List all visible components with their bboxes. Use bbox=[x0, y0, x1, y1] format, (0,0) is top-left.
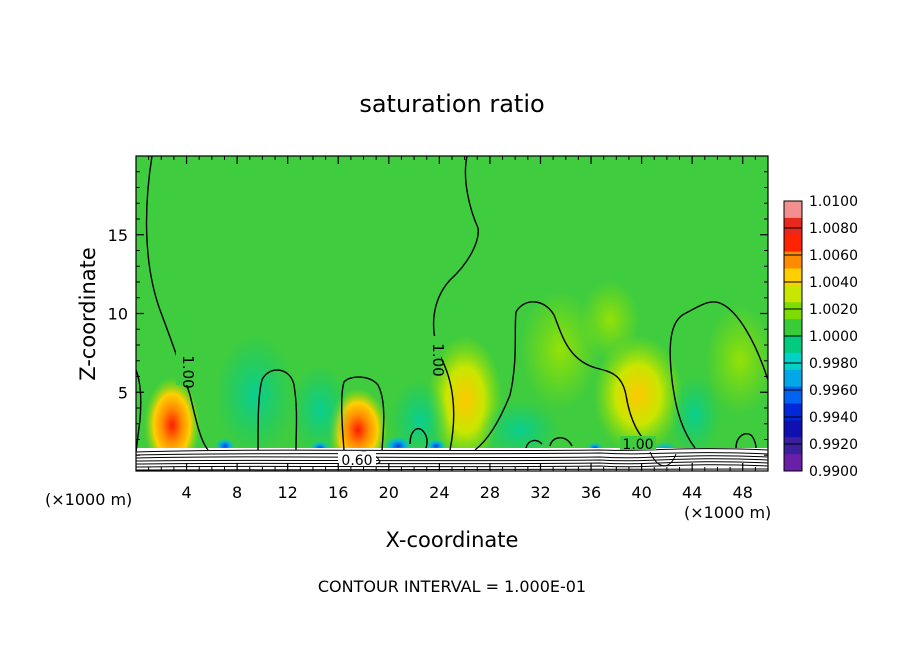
contour-label-group: 1.00 1.00 1.00 0.60 bbox=[176, 336, 656, 469]
x-tick-label: 12 bbox=[278, 483, 298, 502]
colorbar-swatch bbox=[784, 302, 802, 320]
colorbar-label: 0.9940 bbox=[809, 410, 858, 426]
x-axis-label: X-coordinate bbox=[386, 528, 519, 552]
colorbar-swatch bbox=[784, 454, 802, 472]
chart-title: saturation ratio bbox=[359, 90, 544, 118]
y-axis-unit: (×1000 m) bbox=[45, 490, 132, 509]
x-tick-label: 48 bbox=[733, 483, 753, 502]
x-tick-label: 4 bbox=[181, 483, 191, 502]
colorbar-label: 0.9900 bbox=[809, 464, 858, 480]
colorbar-swatch bbox=[784, 251, 802, 269]
field-anomalies bbox=[144, 280, 768, 471]
y-axis-label: Z-coordinate bbox=[76, 247, 100, 381]
x-tick-label: 36 bbox=[581, 483, 601, 502]
x-tick-label: 32 bbox=[530, 483, 550, 502]
colorbar-swatch bbox=[784, 437, 802, 455]
x-tick-label: 28 bbox=[480, 483, 500, 502]
contour-label: 1.00 bbox=[429, 343, 447, 376]
colorbar-label: 0.9960 bbox=[809, 383, 858, 399]
colorbar-label: 0.9980 bbox=[809, 356, 858, 372]
y-tick-label: 10 bbox=[108, 305, 128, 324]
colorbar-swatch bbox=[784, 319, 802, 337]
colorbar-label: 1.0020 bbox=[809, 302, 858, 318]
colorbar-swatch bbox=[784, 234, 802, 253]
contour-label: 1.00 bbox=[179, 355, 197, 388]
colorbar-swatch bbox=[784, 403, 802, 421]
y-axis: 5 10 15 bbox=[108, 171, 768, 456]
contour-label: 1.00 bbox=[622, 437, 653, 453]
colorbar-swatch bbox=[784, 201, 802, 219]
y-tick-label: 15 bbox=[108, 226, 128, 245]
colorbar-label: 1.0100 bbox=[809, 194, 858, 210]
colorbar-swatch bbox=[784, 369, 802, 388]
x-axis-unit: (×1000 m) bbox=[684, 503, 771, 522]
contour-label: 0.60 bbox=[341, 453, 372, 469]
colorbar-swatch bbox=[784, 217, 802, 236]
x-tick-label: 16 bbox=[328, 483, 348, 502]
colorbar-label: 1.0060 bbox=[809, 248, 858, 264]
y-tick-label: 5 bbox=[118, 383, 128, 402]
colorbar-label: 0.9920 bbox=[809, 437, 858, 453]
colorbar-label: 1.0040 bbox=[809, 275, 858, 291]
plot-area: 1.00 1.00 1.00 0.60 bbox=[136, 156, 768, 471]
x-axis: 4 8 12 16 20 24 28 32 36 40 44 48 bbox=[148, 156, 756, 502]
colorbar-swatch bbox=[784, 285, 802, 303]
x-tick-label: 44 bbox=[682, 483, 702, 502]
x-tick-label: 24 bbox=[429, 483, 449, 502]
contour-lines bbox=[136, 156, 768, 453]
colorbar-swatch bbox=[784, 386, 802, 404]
colorbar-swatch bbox=[784, 352, 802, 371]
colorbar-swatch bbox=[784, 420, 802, 438]
colorbar-label: 1.0080 bbox=[809, 221, 858, 237]
x-tick-label: 8 bbox=[232, 483, 242, 502]
x-tick-label: 20 bbox=[379, 483, 399, 502]
colorbar bbox=[783, 200, 803, 472]
x-tick-label: 40 bbox=[631, 483, 651, 502]
colorbar-swatch bbox=[784, 336, 802, 354]
colorbar-swatch bbox=[784, 268, 802, 286]
colorbar-labels: 1.0100 1.0080 1.0060 1.0040 1.0020 1.0000 0.99… bbox=[809, 194, 858, 480]
contour-interval-note: CONTOUR INTERVAL = 1.000E-01 bbox=[318, 577, 586, 596]
colorbar-label: 1.0000 bbox=[809, 329, 858, 345]
